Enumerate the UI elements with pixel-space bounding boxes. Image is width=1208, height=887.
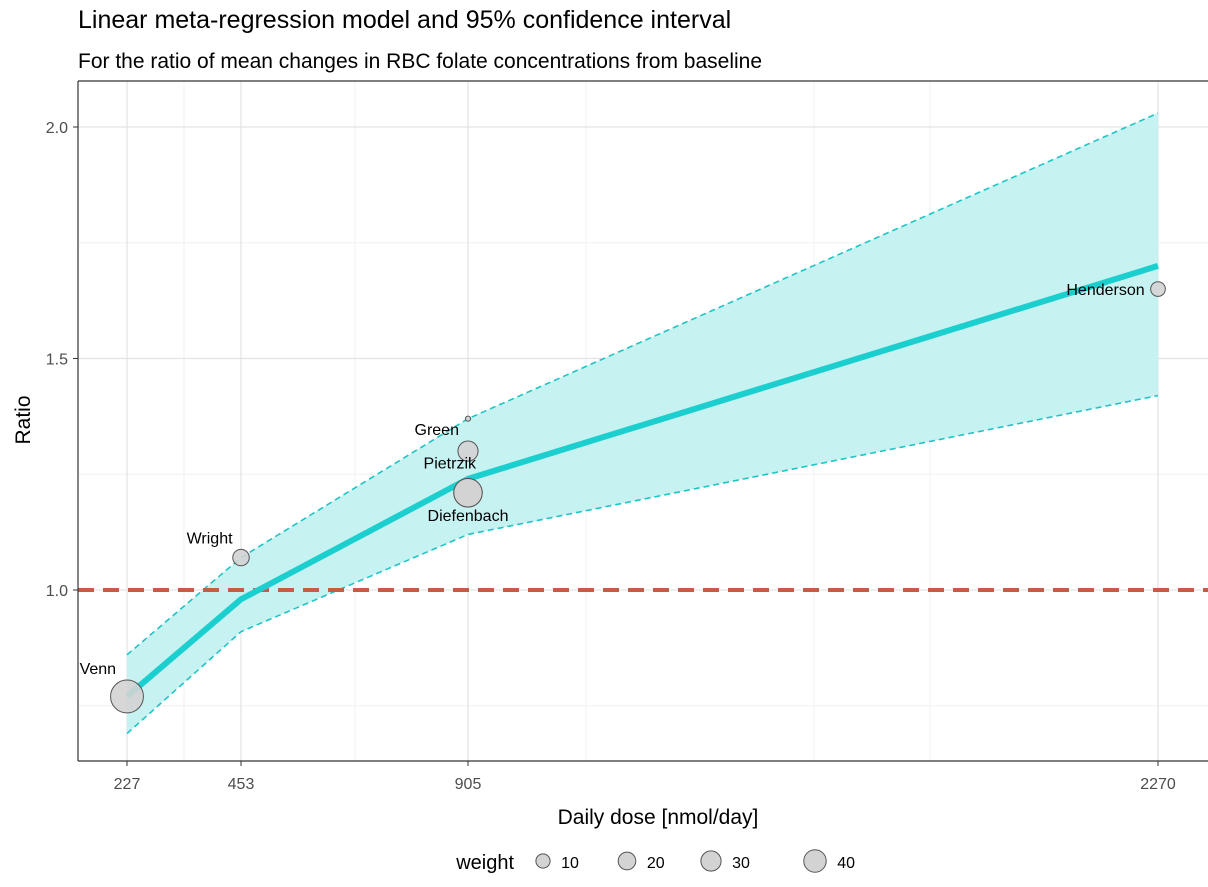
regression-line <box>125 263 1159 699</box>
point-label-2: Green <box>415 422 459 439</box>
data-point-1 <box>232 548 250 567</box>
ci-lower-line <box>126 394 1159 735</box>
y-axis-title: Ratio <box>12 395 35 444</box>
x-tick-label-2: 905 <box>455 776 482 793</box>
legend-title: weight <box>455 852 514 874</box>
point-label-0: Venn <box>80 661 116 678</box>
point-label-1: Wright <box>187 530 233 547</box>
point-label-6: Henderson <box>1066 282 1144 299</box>
x-tick-label-3: 2270 <box>1140 776 1176 793</box>
legend-key-0 <box>535 853 551 869</box>
legend-label-2: 30 <box>732 855 750 872</box>
data-point-2 <box>457 440 479 462</box>
y-tick-label-2: 2.0 <box>46 120 68 137</box>
data-point-6 <box>1150 281 1166 297</box>
chart-subtitle: For the ratio of mean changes in RBC fol… <box>78 50 763 73</box>
x-tick-label-0: 227 <box>114 776 141 793</box>
x-axis-title: Daily dose [nmol/day] <box>558 806 759 829</box>
legend-label-1: 20 <box>647 855 665 872</box>
y-tick-label-1: 1.5 <box>46 352 68 369</box>
legend-key-3 <box>803 849 827 873</box>
chart-title: Linear meta-regression model and 95% con… <box>78 6 732 34</box>
legend-key-1 <box>617 851 637 871</box>
point-label-5: Diefenbach <box>428 508 509 525</box>
point-label-4: Pietrzik <box>424 456 477 473</box>
data-point-0 <box>110 679 144 714</box>
x-tick-label-1: 453 <box>228 776 255 793</box>
y-tick-label-0: 1.0 <box>46 583 68 600</box>
data-point-5 <box>453 478 483 508</box>
legend-label-3: 40 <box>837 855 855 872</box>
legend-key-2 <box>700 850 722 872</box>
legend-label-0: 10 <box>561 855 579 872</box>
data-point-3 <box>464 415 472 422</box>
ci-upper-line <box>126 112 1159 656</box>
